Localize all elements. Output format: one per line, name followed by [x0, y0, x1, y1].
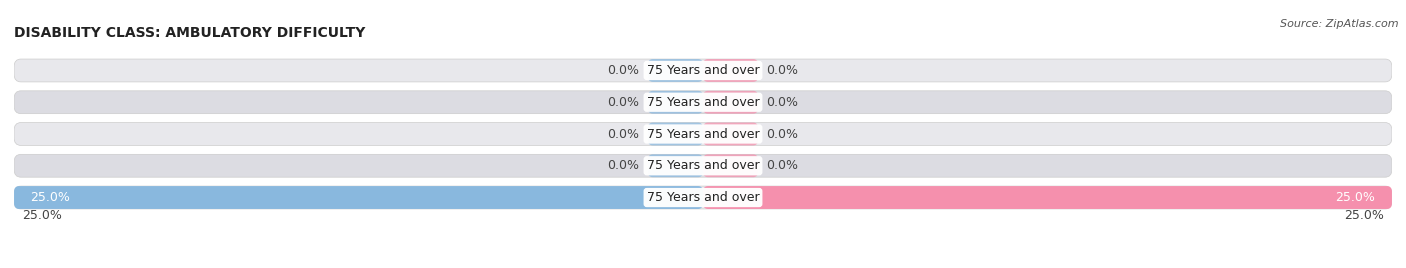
FancyBboxPatch shape — [703, 186, 1392, 209]
Text: 0.0%: 0.0% — [607, 159, 640, 172]
FancyBboxPatch shape — [14, 59, 1392, 82]
Text: 75 Years and over: 75 Years and over — [647, 159, 759, 172]
Text: 0.0%: 0.0% — [607, 64, 640, 77]
FancyBboxPatch shape — [648, 59, 703, 82]
Text: 25.0%: 25.0% — [22, 210, 62, 222]
Text: 25.0%: 25.0% — [31, 191, 70, 204]
Text: 25.0%: 25.0% — [1336, 191, 1375, 204]
FancyBboxPatch shape — [14, 186, 1392, 209]
Text: 0.0%: 0.0% — [607, 96, 640, 109]
FancyBboxPatch shape — [14, 154, 1392, 177]
Text: Source: ZipAtlas.com: Source: ZipAtlas.com — [1281, 19, 1399, 29]
Text: 25.0%: 25.0% — [1344, 210, 1384, 222]
FancyBboxPatch shape — [703, 122, 758, 146]
Text: 0.0%: 0.0% — [766, 159, 799, 172]
Text: DISABILITY CLASS: AMBULATORY DIFFICULTY: DISABILITY CLASS: AMBULATORY DIFFICULTY — [14, 26, 366, 40]
Text: 75 Years and over: 75 Years and over — [647, 191, 759, 204]
FancyBboxPatch shape — [14, 91, 1392, 114]
FancyBboxPatch shape — [703, 59, 758, 82]
FancyBboxPatch shape — [14, 186, 703, 209]
Text: 75 Years and over: 75 Years and over — [647, 64, 759, 77]
FancyBboxPatch shape — [648, 91, 703, 114]
Text: 0.0%: 0.0% — [766, 64, 799, 77]
FancyBboxPatch shape — [14, 122, 1392, 146]
FancyBboxPatch shape — [648, 154, 703, 177]
FancyBboxPatch shape — [703, 91, 758, 114]
Text: 75 Years and over: 75 Years and over — [647, 96, 759, 109]
Text: 0.0%: 0.0% — [607, 128, 640, 140]
FancyBboxPatch shape — [648, 122, 703, 146]
FancyBboxPatch shape — [703, 154, 758, 177]
Text: 0.0%: 0.0% — [766, 96, 799, 109]
Text: 0.0%: 0.0% — [766, 128, 799, 140]
Text: 75 Years and over: 75 Years and over — [647, 128, 759, 140]
